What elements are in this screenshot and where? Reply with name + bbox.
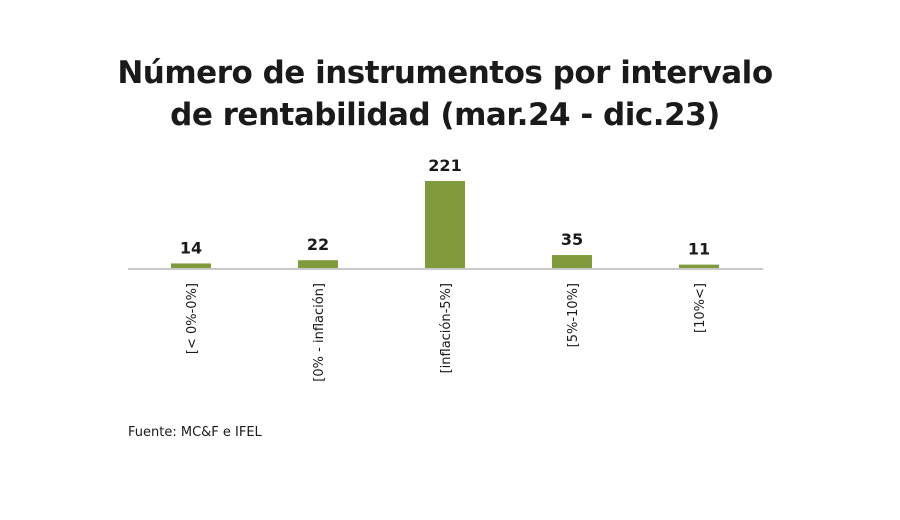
bar-0: [171, 263, 211, 269]
bar-3: [552, 255, 592, 269]
data-label-1: 22: [307, 235, 329, 254]
category-label-2: [inflación-5%]: [439, 283, 454, 373]
bar-1: [298, 260, 338, 269]
category-label-3: [5%-10%]: [566, 283, 581, 347]
chart-title-line-2: de rentabilidad (mar.24 - dic.23): [170, 97, 720, 133]
chart-title-line-1: Número de instrumentos por intervalo: [117, 55, 773, 91]
data-label-2: 221: [428, 156, 461, 175]
category-label-0: [< 0%-0%]: [185, 283, 200, 354]
data-label-3: 35: [561, 230, 583, 249]
category-label-4: [10%<]: [693, 283, 708, 333]
data-label-0: 14: [180, 238, 202, 257]
data-label-4: 11: [688, 240, 710, 259]
source-note: Fuente: MC&F e IFEL: [128, 425, 262, 440]
category-label-1: [0% - inflación]: [312, 283, 327, 382]
bar-4: [679, 264, 719, 269]
bar-2: [425, 181, 465, 269]
chart-title: Número de instrumentos por intervalo de …: [95, 52, 795, 136]
